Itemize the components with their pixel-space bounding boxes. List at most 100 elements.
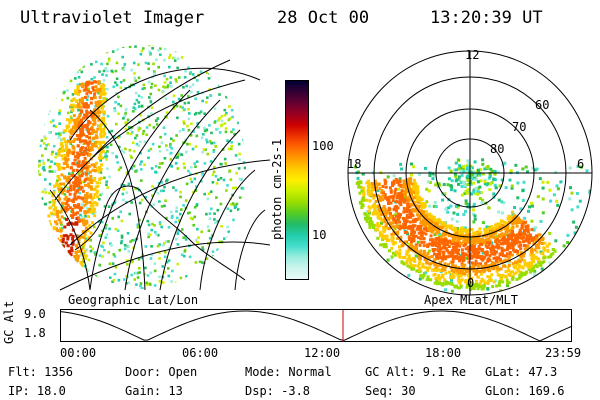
pixel-dot	[98, 95, 102, 99]
pixel-dot	[238, 86, 241, 90]
pixel-dot	[408, 220, 412, 224]
pixel-dot	[411, 258, 415, 262]
pixel-dot	[46, 231, 50, 235]
pixel-dot	[247, 113, 250, 116]
pixel-dot	[197, 125, 200, 129]
pixel-dot	[38, 271, 41, 274]
pixel-dot	[104, 67, 107, 70]
pixel-dot	[234, 77, 238, 81]
pixel-dot	[424, 210, 428, 214]
pixel-dot	[498, 283, 501, 287]
pixel-dot	[84, 159, 87, 162]
pixel-dot	[374, 182, 378, 186]
pixel-dot	[464, 202, 468, 205]
pixel-dot	[82, 50, 85, 53]
pixel-dot	[38, 49, 39, 53]
pixel-dot	[433, 281, 437, 285]
pixel-dot	[34, 70, 37, 73]
pixel-dot	[383, 182, 387, 186]
pixel-dot	[98, 101, 102, 105]
pixel-dot	[79, 133, 83, 137]
pixel-dot	[139, 52, 143, 56]
pixel-dot	[79, 249, 82, 253]
pixel-dot	[68, 186, 72, 190]
pixel-dot	[77, 186, 81, 190]
pixel-dot	[135, 134, 139, 137]
pixel-dot	[84, 237, 88, 241]
grid-line	[199, 169, 256, 291]
pixel-dot	[83, 239, 87, 243]
pixel-dot	[515, 241, 519, 245]
pixel-dot	[74, 175, 78, 179]
pixel-dot	[549, 253, 553, 257]
pixel-dot	[139, 140, 142, 144]
pixel-dot	[151, 185, 154, 188]
pixel-dot	[80, 101, 84, 105]
pixel-dot	[381, 185, 385, 188]
pixel-dot	[170, 147, 173, 150]
pixel-dot	[80, 235, 84, 239]
pixel-dot	[130, 131, 134, 134]
pixel-dot	[135, 98, 139, 102]
pixel-dot	[499, 252, 503, 256]
pixel-dot	[137, 224, 140, 228]
pixel-dot	[127, 45, 130, 46]
pixel-dot	[62, 267, 66, 271]
pixel-dot	[208, 71, 211, 75]
pixel-dot	[450, 278, 453, 282]
pixel-dot	[52, 226, 56, 230]
grid-line	[159, 129, 241, 291]
pixel-dot	[368, 223, 372, 227]
pixel-dot	[179, 195, 182, 199]
pixel-dot	[131, 110, 135, 113]
pixel-dot	[457, 178, 461, 182]
pixel-dot	[378, 231, 382, 235]
pixel-dot	[74, 251, 78, 254]
pixel-dot	[233, 206, 237, 210]
pixel-dot	[43, 135, 46, 138]
pixel-dot	[72, 140, 76, 143]
pixel-dot	[53, 74, 57, 78]
pixel-dot	[444, 238, 448, 242]
pixel-dot	[530, 236, 534, 240]
pixel-dot	[53, 280, 57, 284]
pixel-dot	[404, 190, 408, 193]
pixel-dot	[184, 199, 188, 202]
pixel-dot	[56, 244, 60, 248]
pixel-dot	[53, 144, 56, 148]
pixel-dot	[201, 150, 204, 154]
pixel-dot	[255, 53, 258, 56]
pixel-dot	[530, 251, 534, 255]
pixel-dot	[175, 206, 179, 210]
pixel-dot	[247, 258, 250, 261]
pixel-dot	[397, 217, 401, 221]
pixel-dot	[455, 231, 459, 235]
pixel-dot	[405, 213, 409, 217]
pixel-dot	[426, 222, 430, 226]
pixel-dot	[453, 189, 457, 193]
pixel-dot	[466, 165, 470, 169]
pixel-dot	[400, 193, 404, 196]
pixel-dot	[94, 101, 98, 105]
pixel-dot	[88, 42, 91, 45]
pixel-dot	[76, 258, 79, 262]
pixel-dot	[455, 269, 459, 273]
pixel-dot	[72, 273, 76, 276]
pixel-dot	[158, 200, 161, 203]
pixel-dot	[61, 290, 64, 293]
pixel-dot	[421, 213, 425, 217]
pixel-dot	[390, 246, 394, 250]
pixel-dot	[463, 272, 467, 275]
pixel-dot	[443, 278, 447, 282]
pixel-dot	[443, 262, 447, 266]
pixel-dot	[476, 263, 480, 267]
pixel-dot	[225, 189, 228, 192]
pixel-dot	[81, 163, 85, 167]
pixel-dot	[121, 192, 125, 196]
pixel-dot	[76, 204, 80, 208]
pixel-dot	[419, 249, 423, 253]
pixel-dot	[447, 270, 451, 274]
pixel-dot	[54, 268, 58, 271]
pixel-dot	[183, 254, 186, 258]
pixel-dot	[398, 239, 402, 243]
